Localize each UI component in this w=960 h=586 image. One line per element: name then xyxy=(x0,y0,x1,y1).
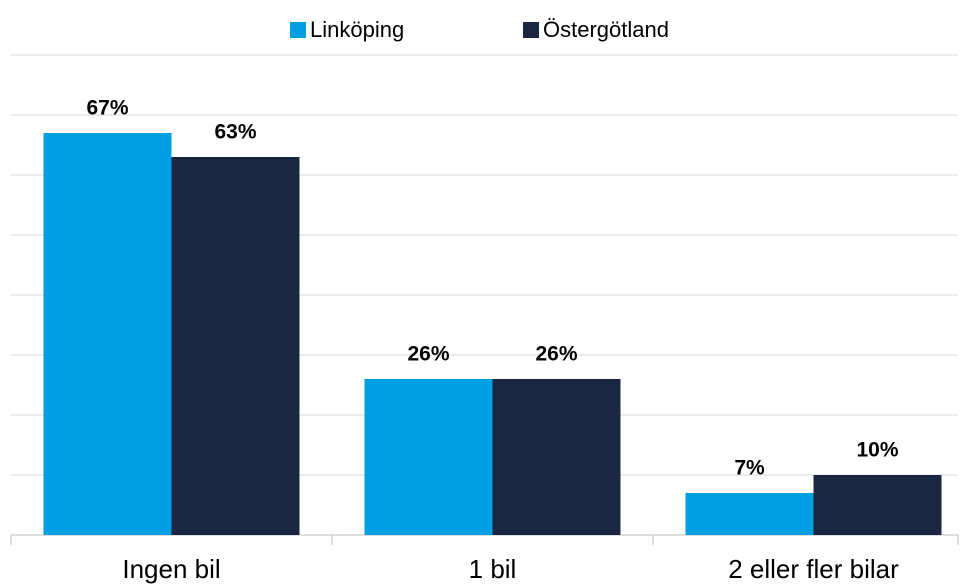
legend-swatch xyxy=(523,22,539,38)
data-label: 63% xyxy=(214,121,256,144)
legend-label: Linköping xyxy=(310,17,404,42)
data-label: 26% xyxy=(407,343,449,366)
bar xyxy=(813,475,942,535)
bar xyxy=(685,493,814,535)
legend-label: Östergötland xyxy=(543,17,669,42)
x-tick-label: Ingen bil xyxy=(122,554,220,584)
data-label: 67% xyxy=(86,97,128,120)
legend-swatch xyxy=(290,22,306,38)
x-tick-label: 2 eller fler bilar xyxy=(728,554,899,584)
x-tick-label: 1 bil xyxy=(469,554,517,584)
bar xyxy=(492,379,621,535)
data-label: 10% xyxy=(856,439,898,462)
bar xyxy=(171,157,300,535)
data-label: 7% xyxy=(734,457,765,480)
data-label: 26% xyxy=(535,343,577,366)
bar xyxy=(364,379,493,535)
bar xyxy=(43,133,172,535)
